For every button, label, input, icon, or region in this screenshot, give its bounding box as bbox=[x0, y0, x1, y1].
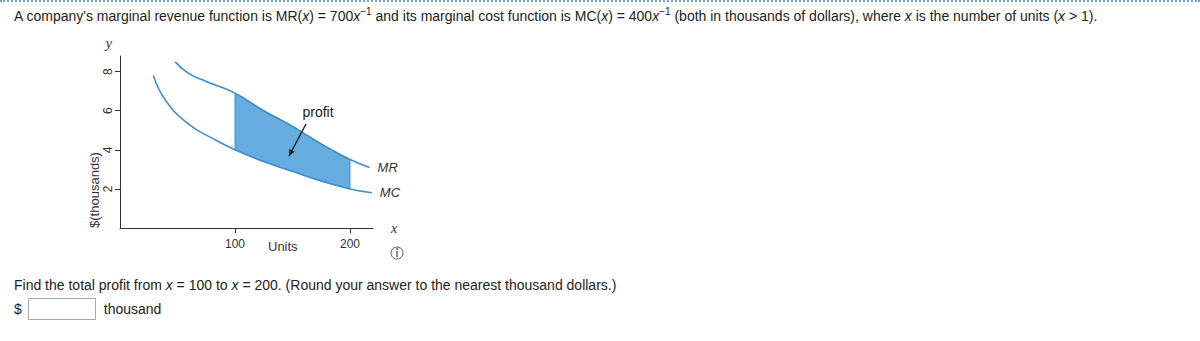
svg-text:MR: MR bbox=[378, 160, 398, 175]
svg-text:Units: Units bbox=[268, 239, 298, 254]
svg-text:MC: MC bbox=[380, 185, 401, 200]
svg-text:$(thousands): $(thousands) bbox=[87, 152, 102, 228]
svg-text:4: 4 bbox=[101, 146, 115, 153]
svg-text:200: 200 bbox=[340, 237, 360, 251]
html-text:A company's marginal revenue f: A company's marginal revenue function is… bbox=[14, 6, 1098, 24]
html-text:thousand: thousand bbox=[103, 301, 162, 317]
svg-text:y: y bbox=[104, 36, 113, 51]
svg-text:100: 100 bbox=[225, 237, 245, 251]
html-text:Find the total profit from x =: Find the total profit from x = 100 to x … bbox=[14, 277, 617, 293]
svg-text:8: 8 bbox=[101, 68, 115, 75]
svg-text:profit: profit bbox=[302, 104, 333, 120]
svg-text:6: 6 bbox=[101, 107, 115, 114]
svg-text:2: 2 bbox=[101, 185, 115, 192]
svg-text:x: x bbox=[390, 221, 398, 236]
